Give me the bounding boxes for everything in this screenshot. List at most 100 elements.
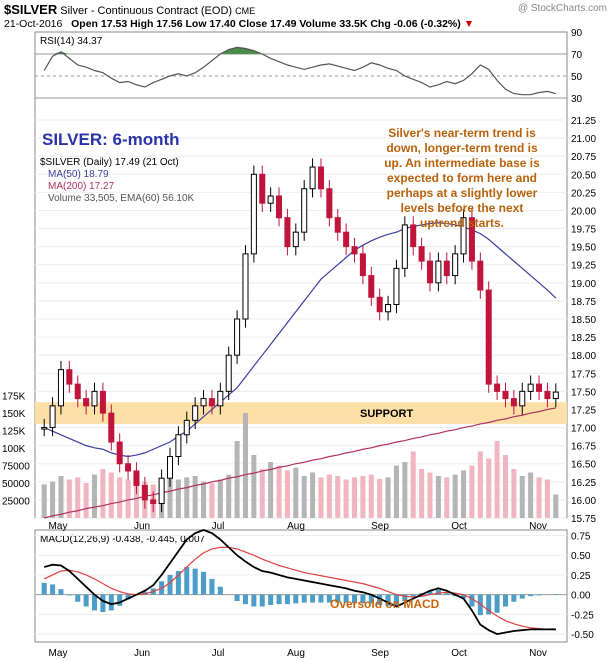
volume-bar xyxy=(318,477,324,518)
candle-body xyxy=(49,405,56,429)
candle-body xyxy=(125,463,132,472)
price-tick-label: 18.75 xyxy=(571,297,596,308)
candle-body xyxy=(527,383,534,392)
volume-bar xyxy=(477,451,483,518)
macd-histogram-bar xyxy=(486,594,492,615)
volume-bar xyxy=(419,469,425,518)
price-tick-label: 21.25 xyxy=(571,116,596,127)
candle-body xyxy=(494,383,501,392)
commentary-line: perhaps at a slightly lower xyxy=(387,186,538,200)
macd-histogram-bar xyxy=(385,594,391,606)
price-tick-label: 20.75 xyxy=(571,152,596,163)
macd-histogram-bar xyxy=(360,594,366,604)
legend-volume: Volume 33,505, EMA(60) 56.10K xyxy=(48,193,195,204)
macd-histogram-bar xyxy=(125,594,131,600)
macd-histogram-bar xyxy=(92,594,98,611)
candle-body xyxy=(57,369,64,407)
candle-body xyxy=(166,455,174,479)
price-tick-label: 16.00 xyxy=(571,496,596,507)
candle-body xyxy=(66,369,73,385)
candle-body xyxy=(225,354,232,392)
volume-tick-label: 175K xyxy=(2,392,26,403)
candle-body xyxy=(83,398,90,407)
price-tick-label: 19.00 xyxy=(571,279,596,290)
volume-bar xyxy=(276,465,282,518)
rsi-panel: RSI(14) 34.37 30 50 70 90 xyxy=(34,28,583,121)
candle-body xyxy=(234,318,241,356)
macd-histogram-bar xyxy=(310,594,316,603)
price-tick-label: 20.00 xyxy=(571,206,596,217)
ohlc-readout: Open 17.53 High 17.56 Low 17.40 Close 17… xyxy=(71,18,461,30)
candle-body xyxy=(292,231,299,248)
candle-body xyxy=(284,217,291,248)
candle-body xyxy=(259,173,266,204)
volume-bar xyxy=(133,476,139,518)
macd-signal-line xyxy=(43,546,556,631)
macd-histogram-bar xyxy=(217,586,223,595)
macd-legend: MACD(12,26,9) -0.438, -0.445, 0.007 xyxy=(40,534,206,545)
candle-body xyxy=(267,195,274,204)
macd-tick-label: 0.50 xyxy=(571,551,591,562)
volume-tick-label: 50000 xyxy=(2,479,30,490)
macd-histogram-bar xyxy=(251,594,257,607)
candle-body xyxy=(141,484,148,501)
rsi-legend: RSI(14) 34.37 xyxy=(40,36,103,47)
macd-histogram-bar xyxy=(234,594,240,601)
chg-down-icon: ▼ xyxy=(463,18,475,30)
candle-body xyxy=(99,390,106,414)
macd-histogram-bar xyxy=(502,594,508,607)
volume-bar xyxy=(234,441,240,518)
candle-body xyxy=(317,166,324,190)
volume-bar xyxy=(402,462,408,518)
price-tick-label: 17.75 xyxy=(571,369,596,380)
volume-bar xyxy=(528,472,534,518)
chart-header-line1: $SILVER Silver - Continuous Contract (EO… xyxy=(4,2,255,17)
macd-histogram-bar xyxy=(50,584,56,595)
rsi-tick-label: 70 xyxy=(571,50,583,61)
price-tick-label: 19.75 xyxy=(571,225,596,236)
x-axis-label: Aug xyxy=(287,648,305,659)
volume-bar xyxy=(452,474,458,518)
candle-body xyxy=(334,217,341,233)
x-axis-label: Sep xyxy=(371,521,389,532)
volume-tick-label: 75000 xyxy=(2,462,30,473)
candle-body xyxy=(385,304,392,313)
volume-bar xyxy=(125,479,131,518)
volume-bar xyxy=(184,477,190,518)
volume-bar xyxy=(92,474,98,518)
macd-histogram-bar xyxy=(519,594,525,599)
commentary-line: uptrend starts. xyxy=(420,216,504,230)
chart-header-line2: 21-Oct-2016 Open 17.53 High 17.56 Low 17… xyxy=(4,18,474,30)
price-tick-label: 21.00 xyxy=(571,134,596,145)
candle-body xyxy=(183,419,190,436)
candle-body xyxy=(552,391,559,400)
candle-body xyxy=(242,253,249,320)
candle-body xyxy=(41,427,48,430)
x-axis-label: Jun xyxy=(134,648,150,659)
volume-bar xyxy=(368,474,374,518)
candle-body xyxy=(175,434,182,457)
legend-price: $SILVER (Daily) 17.49 (21 Oct) xyxy=(40,157,179,168)
macd-histogram-bar xyxy=(276,594,282,605)
volume-bar xyxy=(335,476,341,518)
x-axis-label: Jul xyxy=(212,648,225,659)
macd-histogram-bar xyxy=(335,594,341,603)
commentary-line: down, longer-term trend is xyxy=(386,141,538,155)
macd-histogram-bar xyxy=(343,594,349,603)
candle-body xyxy=(443,260,450,277)
support-band xyxy=(35,402,567,424)
candle-body xyxy=(200,398,207,407)
volume-bar xyxy=(502,455,508,518)
volume-bar xyxy=(58,476,64,518)
candle-body xyxy=(351,246,358,255)
candle-body xyxy=(536,383,543,392)
candle-body xyxy=(208,398,215,407)
macd-histogram-bar xyxy=(402,594,408,601)
candle-body xyxy=(502,390,509,400)
macd-histogram-bar xyxy=(201,571,207,595)
x-axis-label: Jun xyxy=(134,521,150,532)
macd-histogram-bar xyxy=(108,594,114,611)
macd-histogram-bar xyxy=(553,594,559,595)
volume-bar xyxy=(519,476,525,518)
